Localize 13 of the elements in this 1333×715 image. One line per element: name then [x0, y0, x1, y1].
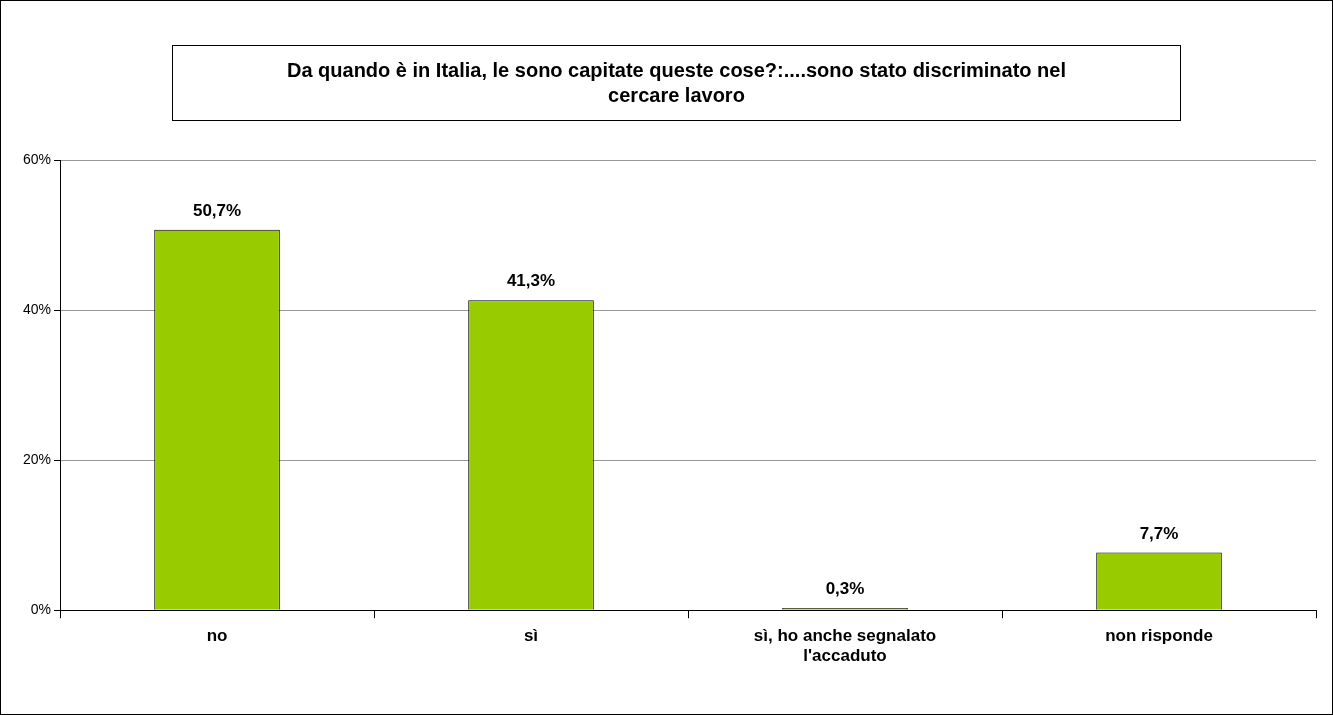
data-label: 0,3% [825, 579, 865, 599]
data-label: 41,3% [506, 271, 556, 291]
data-label: 7,7% [1139, 523, 1179, 543]
chart-title: Da quando è in Italia, le sono capitate queste cose?:....sono stato discriminato nel cercare lavoro [172, 45, 1181, 121]
x-tick-label: non risponde [1105, 626, 1213, 646]
y-tick-label: 40% [22, 300, 52, 317]
y-tick-label: 60% [22, 150, 52, 167]
y-tick-label: 0% [30, 601, 52, 618]
x-tick-label: no [206, 626, 228, 646]
data-label: 50,7% [192, 200, 242, 220]
x-tick-label: sì [523, 626, 539, 646]
x-tick-label: sì, ho anche segnalato l'accaduto [753, 626, 937, 666]
y-tick-label: 20% [22, 450, 52, 467]
